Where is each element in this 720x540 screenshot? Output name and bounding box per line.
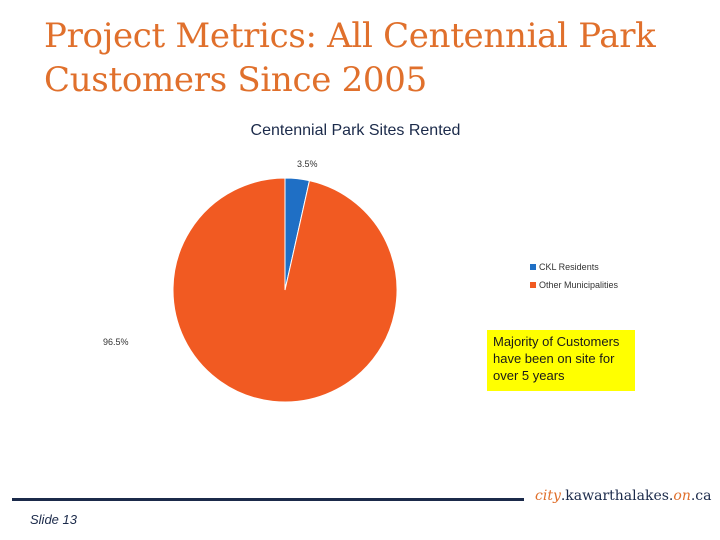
url-part-ca: .ca [690,488,712,504]
url-part-city: city [535,488,561,504]
legend-item-ckl-residents: CKL Residents [530,261,618,273]
slide-number: Slide 13 [30,512,77,527]
legend-swatch-ckl-residents [530,264,536,270]
data-label-ckl-residents: 3.5% [297,159,318,169]
chart-title-text: Centennial Park Sites Rented [250,122,461,139]
legend-item-other-municipalities: Other Municipalities [530,279,618,291]
data-label-other-municipalities: 96.5% [103,337,129,347]
footer-divider [12,498,524,501]
pie-slice-other-municipalities [172,177,398,403]
legend-label-other-municipalities: Other Municipalities [539,280,619,290]
footer-url[interactable]: city.kawarthalakes.on.ca [535,488,711,504]
legend-swatch-other-municipalities [530,282,536,288]
url-part-domain: .kawarthalakes. [560,488,674,504]
chart-title: Centennial Park Sites Rented [0,122,715,140]
callout-note: Majority of Customers have been on site … [487,330,635,391]
url-part-on: on [673,488,691,504]
chart-legend: CKL Residents Other Municipalities [530,261,618,297]
slide-title: Project Metrics: All Centennial Park Cus… [44,16,656,100]
legend-label-ckl-residents: CKL Residents [539,262,599,272]
